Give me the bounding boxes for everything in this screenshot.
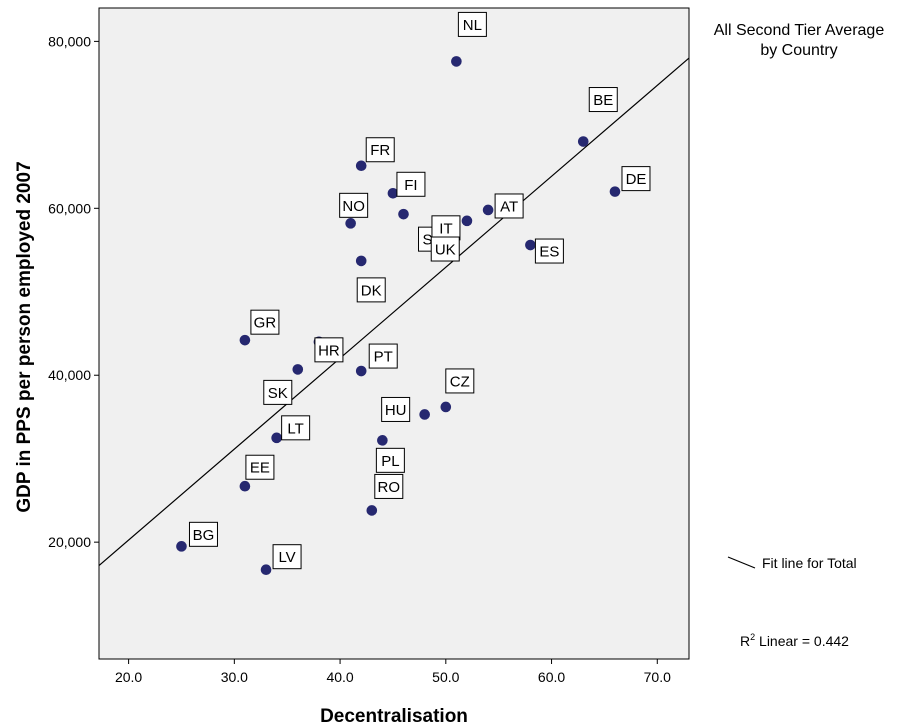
y-tick-label: 40,000 bbox=[48, 367, 91, 383]
point-label-gr: GR bbox=[254, 315, 277, 332]
point-label-ro: RO bbox=[378, 479, 401, 496]
data-point-fi bbox=[387, 187, 399, 199]
point-label-hr: HR bbox=[318, 342, 340, 359]
data-point-pl bbox=[377, 435, 388, 446]
data-point-be bbox=[577, 136, 589, 147]
legend-fit-line-label: Fit line for Total bbox=[762, 555, 857, 571]
point-label-box-fi bbox=[396, 171, 426, 197]
points-layer bbox=[176, 56, 621, 575]
point-label-box-bg bbox=[188, 521, 218, 547]
point-label-pt: PT bbox=[374, 349, 393, 366]
point-label-sk: SK bbox=[268, 385, 288, 402]
plot-area bbox=[98, 7, 690, 660]
data-point-se bbox=[398, 208, 409, 220]
point-label-box-uk bbox=[430, 236, 460, 262]
point-label-box-dk bbox=[356, 277, 386, 303]
point-label-box-be bbox=[588, 87, 618, 113]
data-point-gr bbox=[239, 334, 251, 346]
point-label-ee: EE bbox=[250, 460, 270, 477]
point-label-box-sk bbox=[263, 379, 293, 405]
data-point-fr bbox=[355, 160, 367, 172]
x-tick-label: 20.0 bbox=[115, 669, 142, 685]
data-point-pt bbox=[355, 365, 367, 377]
x-tick-label: 50.0 bbox=[432, 669, 459, 685]
fit-line-layer bbox=[98, 57, 690, 566]
point-labels-layer: NLBEDEFRFINOSEATITESUKDKGRHRPTSKCZHULTPL… bbox=[188, 11, 651, 570]
data-point-cz bbox=[440, 401, 452, 413]
point-label-box-es bbox=[534, 238, 564, 264]
point-label-box-at bbox=[494, 193, 524, 219]
chart-title-line-1: All Second Tier Average bbox=[714, 22, 885, 39]
r-squared-label: R2 Linear = 0.442 bbox=[740, 632, 849, 649]
point-label-box-de bbox=[621, 166, 651, 192]
data-point-at bbox=[482, 204, 494, 216]
point-label-box-pt bbox=[368, 343, 398, 369]
legend-fit-line-swatch bbox=[727, 556, 756, 569]
data-point-dk bbox=[355, 255, 367, 267]
point-label-hu: HU bbox=[385, 402, 407, 419]
point-label-box-pl bbox=[375, 447, 405, 473]
data-point-bg bbox=[176, 541, 187, 552]
x-tick-label: 40.0 bbox=[326, 669, 353, 685]
x-axis-title: Decentralisation bbox=[320, 706, 468, 726]
point-label-box-hr bbox=[314, 337, 344, 363]
data-point-sk bbox=[292, 364, 304, 375]
x-tick-label: 60.0 bbox=[538, 669, 565, 685]
fit-line bbox=[98, 57, 690, 566]
point-label-uk: UK bbox=[435, 242, 456, 259]
data-point-nl bbox=[451, 56, 462, 67]
point-label-nl: NL bbox=[463, 17, 482, 34]
y-tick-label: 20,000 bbox=[48, 534, 91, 550]
point-label-no: NO bbox=[342, 198, 365, 215]
point-label-lv: LV bbox=[278, 549, 295, 566]
point-label-box-fr bbox=[365, 137, 395, 163]
data-point-lt bbox=[271, 432, 282, 444]
data-point-ee bbox=[239, 480, 251, 492]
point-label-box-it bbox=[431, 215, 461, 241]
data-point-it bbox=[461, 215, 473, 227]
axis-ticks: 20.0 30.0 40.0 50.0 60.0 70.0 20,000 40,000 60,0… bbox=[48, 33, 671, 685]
point-label-box-hu bbox=[381, 396, 411, 422]
chart-title-line-2: by Country bbox=[760, 42, 837, 59]
y-tick-label: 60,000 bbox=[48, 200, 91, 216]
x-tick-label: 70.0 bbox=[644, 669, 671, 685]
point-label-box-ee bbox=[245, 454, 275, 480]
data-point-no bbox=[345, 218, 356, 229]
point-label-fi: FI bbox=[404, 177, 417, 194]
data-point-lv bbox=[260, 564, 272, 575]
point-label-box-lv bbox=[272, 544, 302, 570]
point-label-es: ES bbox=[539, 244, 559, 261]
point-label-bg: BG bbox=[193, 527, 215, 544]
data-point-hu bbox=[419, 409, 430, 420]
point-label-box-no bbox=[339, 192, 369, 218]
x-tick-label: 30.0 bbox=[221, 669, 248, 685]
point-label-lt: LT bbox=[287, 420, 303, 437]
point-label-de: DE bbox=[626, 171, 647, 188]
point-label-it: IT bbox=[439, 220, 452, 237]
point-label-box-gr bbox=[250, 309, 280, 335]
y-axis-title: GDP in PPS per person employed 2007 bbox=[14, 161, 35, 512]
data-point-de bbox=[609, 186, 621, 197]
point-label-be: BE bbox=[593, 92, 613, 109]
point-label-box-lt bbox=[281, 415, 311, 441]
point-label-at: AT bbox=[500, 198, 518, 215]
point-label-dk: DK bbox=[361, 282, 382, 299]
point-label-cz: CZ bbox=[450, 373, 470, 390]
point-label-box-nl bbox=[457, 11, 487, 37]
point-label-box-cz bbox=[445, 368, 475, 394]
point-label-box-ro bbox=[374, 473, 404, 499]
y-tick-label: 80,000 bbox=[48, 33, 91, 49]
data-point-ro bbox=[366, 505, 378, 516]
data-point-es bbox=[525, 239, 536, 251]
point-label-pl: PL bbox=[381, 453, 399, 470]
point-label-fr: FR bbox=[370, 142, 390, 159]
